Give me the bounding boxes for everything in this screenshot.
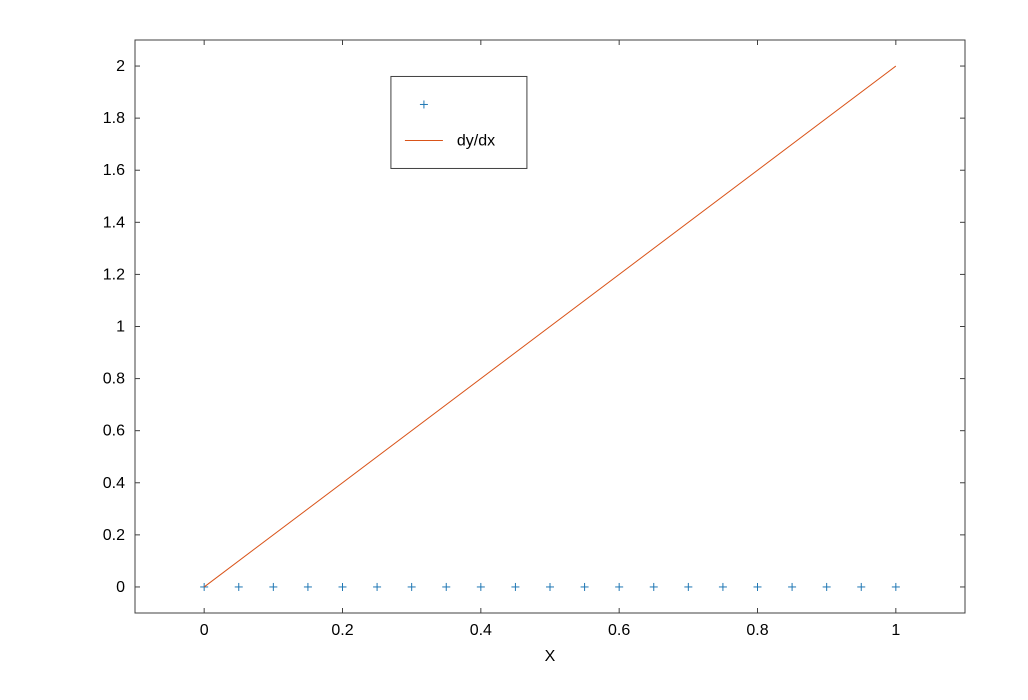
chart-svg: 0 0.2 0.4 0.6 0.8 1 0 0.2 0.4 0.6 0.8 1 1.2 1.4 1.6 1.8… xyxy=(0,0,1028,700)
y-tick-label: 1 xyxy=(116,319,125,336)
y-tick-label: 1.6 xyxy=(103,162,125,179)
x-tick-label: 0.8 xyxy=(746,622,768,639)
legend: dy/dx xyxy=(391,76,527,168)
y-tick-label: 0.6 xyxy=(103,423,125,440)
y-tick-label: 0.4 xyxy=(103,475,125,492)
legend-label-1: dy/dx xyxy=(457,132,495,149)
x-tick-label: 0.2 xyxy=(331,622,353,639)
y-tick-label: 2 xyxy=(116,58,125,75)
x-tick-label: 0 xyxy=(200,622,209,639)
x-tick-label: 0.4 xyxy=(470,622,492,639)
y-tick-label: 0.8 xyxy=(103,371,125,388)
legend-box xyxy=(391,76,527,168)
y-tick-label: 1.8 xyxy=(103,110,125,127)
chart-container: 0 0.2 0.4 0.6 0.8 1 0 0.2 0.4 0.6 0.8 1 1.2 1.4 1.6 1.8… xyxy=(0,0,1028,700)
y-tick-label: 0.2 xyxy=(103,527,125,544)
x-tick-label: 0.6 xyxy=(608,622,630,639)
y-tick-label: 0 xyxy=(116,579,125,596)
x-tick-label: 1 xyxy=(891,622,900,639)
y-tick-label: 1.2 xyxy=(103,266,125,283)
x-axis-label: X xyxy=(545,648,556,665)
y-tick-label: 1.4 xyxy=(103,214,125,231)
